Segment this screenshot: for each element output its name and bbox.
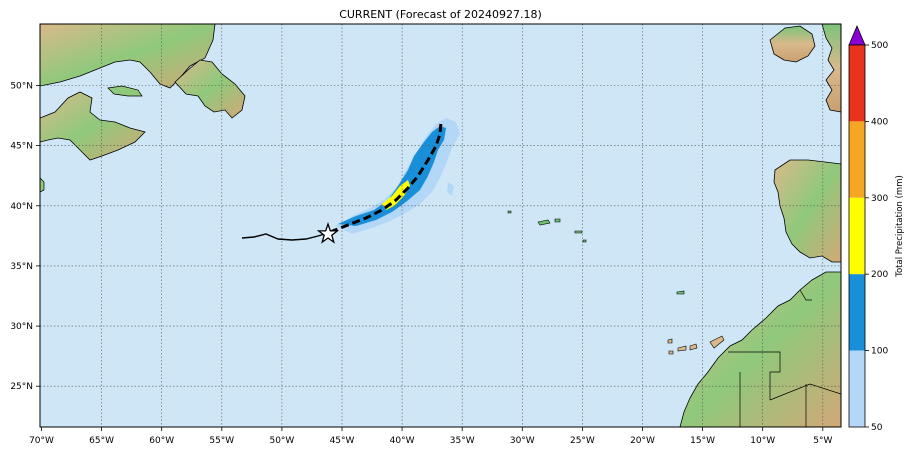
colorbar-tick: 300 [871, 194, 888, 204]
land-azores-3 [574, 230, 583, 234]
lat-label: 30°N [10, 322, 33, 332]
country-borders [728, 289, 841, 427]
lon-labels: 70°W 65°W 60°W 55°W 50°W 45°W 40°W 35°W … [29, 436, 832, 446]
land-azores-2 [554, 218, 561, 223]
land-nova-scotia [40, 91, 146, 161]
ocean [40, 24, 841, 427]
land-ireland [769, 25, 816, 63]
land-pei [107, 85, 143, 97]
lon-label: 65°W [89, 436, 114, 446]
lat-label: 35°N [10, 262, 33, 272]
lat-label: 45°N [10, 142, 33, 152]
lat-label: 25°N [10, 382, 33, 392]
colorbar-tick: 100 [871, 347, 888, 357]
land-canaries-1 [709, 335, 725, 349]
colorbar-frame [848, 44, 866, 428]
land-madeira [676, 290, 685, 295]
lon-label: 5°W [813, 436, 832, 446]
land-azores-5 [507, 210, 512, 214]
lat-label: 40°N [10, 202, 33, 212]
colorbar-bin-100-200 [849, 274, 865, 351]
map-title: CURRENT (Forecast of 20240927.18) [339, 8, 542, 21]
forecast-track [329, 121, 443, 234]
precip-100-200 [338, 126, 446, 226]
lon-label: 30°W [510, 436, 535, 446]
land-newfoundland [174, 59, 246, 119]
map-frame [39, 23, 842, 428]
colorbar-tick: 50 [871, 423, 883, 433]
observed-track [241, 232, 329, 241]
precip-200-300 [382, 180, 410, 210]
lon-label: 10°W [750, 436, 775, 446]
land-britain [821, 24, 841, 113]
lon-label: 15°W [690, 436, 715, 446]
lat-label: 50°N [10, 82, 33, 92]
lon-label: 45°W [330, 436, 355, 446]
axis-ticks [36, 85, 824, 431]
lon-label: 20°W [630, 436, 655, 446]
land-masses [40, 24, 841, 427]
lon-label: 40°W [390, 436, 415, 446]
colorbar-extend-arrow [848, 24, 866, 46]
colorbar-tick: 500 [871, 41, 888, 51]
land-africa [679, 271, 841, 427]
star-icon [316, 221, 340, 244]
colorbar-tick: 400 [871, 117, 888, 127]
lat-labels: 50°N 45°N 40°N 35°N 30°N 25°N [10, 82, 33, 393]
colorbar-label: Total Precipitation (mm) [895, 175, 905, 278]
land-new-england [40, 177, 45, 193]
lon-label: 35°W [450, 436, 475, 446]
lon-label: 60°W [149, 436, 174, 446]
land-iberia [773, 159, 841, 263]
land-canaries-3 [677, 345, 687, 352]
land-canaries-2 [689, 343, 698, 351]
lon-label: 50°W [269, 436, 294, 446]
colorbar-bin-400-500 [849, 45, 865, 122]
land-azores-1 [537, 219, 551, 226]
colorbar-tick: 200 [871, 270, 888, 280]
lon-label: 70°W [29, 436, 54, 446]
land-north-america [40, 24, 216, 89]
colorbar-bin-50-100 [849, 350, 865, 427]
land-canaries-5 [668, 350, 674, 355]
land-canaries-4 [667, 338, 673, 344]
colorbar: 500 400 300 200 100 50 Total Precipitati… [848, 24, 905, 433]
graticule [40, 24, 841, 427]
colorbar-bin-200-300 [849, 197, 865, 275]
lon-label: 55°W [209, 436, 234, 446]
precipitation-swath [335, 118, 460, 234]
land-azores-4 [582, 239, 587, 243]
precip-50-100-b [447, 182, 454, 196]
lon-label: 25°W [570, 436, 595, 446]
colorbar-bin-300-400 [849, 121, 865, 198]
